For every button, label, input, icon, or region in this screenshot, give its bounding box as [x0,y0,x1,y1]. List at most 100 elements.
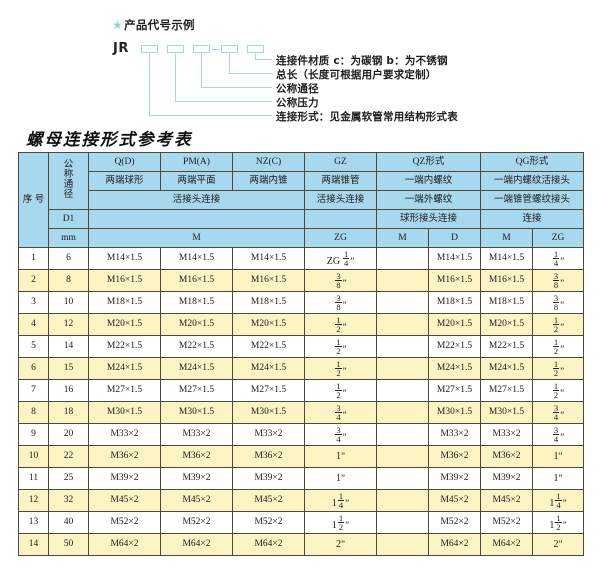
cell-qg-m: M30×1.5 [480,401,534,424]
cell-nz-thread: M39×2 [232,467,305,490]
cell-qg-m: M14×1.5 [480,247,534,270]
cell-serial: 10 [18,445,49,468]
cell-qd-thread: M27×1.5 [88,379,161,402]
code-separator-dash [212,49,219,50]
header-row-d1: D1 球形接头连接 连接 [19,209,585,229]
header-row-codes: 序 号 公 称 通 径 Q(D) PM(A) NZ(C) GZ QZ形式 QG形… [18,152,585,248]
cell-qg-zg: 1 4” [532,247,585,270]
table-row: 10 22 M36×2 M36×2 M36×2 1” M36×2 M36×2 1” [18,445,585,468]
cell-pm-thread: M18×1.5 [160,291,233,314]
table-row: 4 12 M20×1.5 M20×1.5 M20×1.5 1 2” M20×1.5 M20×1.… [18,313,585,336]
cell-qg-m: M24×1.5 [480,357,534,380]
header-connection-qg: 一端锥管螺纹接头 [480,190,585,210]
cell-qz-m [376,269,429,292]
header-form-qg: 一端内螺纹活接头 [480,171,585,191]
cell-qz-m [376,401,429,424]
header-sub-qg-zg: ZG [532,228,585,248]
cell-gz-size: 2” [304,533,377,556]
cell-qz-m [376,357,429,380]
star-icon: ★ [112,18,124,32]
cell-gz-size: 3 8” [304,291,377,314]
cell-serial: 14 [18,533,49,556]
code-example-heading: ★产品代号示例 [112,17,195,33]
cell-qg-zg: 1 2” [532,379,585,402]
cell-serial: 2 [18,269,49,292]
cell-qz-m [376,291,429,314]
cell-qd-thread: M33×2 [88,423,161,446]
table-header: 序 号 公 称 通 径 Q(D) PM(A) NZ(C) GZ QZ形式 QG形… [18,152,585,248]
code-box-2 [167,45,184,53]
cell-qz-m [376,379,429,402]
product-code-diagram: ★产品代号示例 JR 连接件材质 c：为碳钢 b：为不锈钢 总长（长度可根据用户… [0,0,600,128]
annotation-nominal-bore: 公称通径 [276,83,319,95]
header-form-qz: 一端内螺纹 [375,171,482,191]
cell-qz-d: M18×1.5 [427,291,482,314]
header-sub-m-merged: M [88,228,305,248]
cell-qz-m [376,489,429,512]
cell-qz-m [376,511,429,534]
header-group-code-gz: GZ [304,152,377,172]
header-dn-char-4: 径 [63,189,74,200]
header-connection2-qg: 连接 [480,209,585,229]
cell-qz-d: M16×1.5 [427,269,482,292]
cell-nz-thread: M16×1.5 [232,269,305,292]
table-row: 9 20 M33×2 M33×2 M33×2 3 4” M33×2 M33×2 3 4” [18,423,585,446]
cell-qz-d: M33×2 [427,423,482,446]
table-title: 螺母连接形式参考表 [26,130,193,149]
cell-qd-thread: M45×2 [88,489,161,512]
cell-gz-size: 3 4” [304,401,377,424]
cell-nominal-diameter: 25 [48,467,89,490]
cell-nz-thread: M20×1.5 [232,313,305,336]
table-row: 7 16 M27×1.5 M27×1.5 M27×1.5 1 2” M27×1.5 M27×1.… [18,379,585,402]
cell-qd-thread: M52×2 [88,511,161,534]
header-connection-merged: 活接头连接 [88,190,305,210]
table-body: 1 6 M14×1.5 M14×1.5 M14×1.5 ZG 1 4” M14×1.5 M14×… [18,247,585,556]
cell-qd-thread: M20×1.5 [88,313,161,336]
cell-nominal-diameter: 18 [48,401,89,424]
cell-qd-thread: M64×2 [88,533,161,556]
cell-nz-thread: M33×2 [232,423,305,446]
cell-serial: 12 [18,489,49,512]
cell-nominal-diameter: 32 [48,489,89,512]
cell-qg-m: M16×1.5 [480,269,534,292]
cell-pm-thread: M22×1.5 [160,335,233,358]
cell-gz-size: 1” [304,467,377,490]
cell-pm-thread: M36×2 [160,445,233,468]
cell-serial: 3 [18,291,49,314]
cell-nz-thread: M30×1.5 [232,401,305,424]
cell-pm-thread: M52×2 [160,511,233,534]
table-row: 11 25 M39×2 M39×2 M39×2 1” M39×2 M39×2 1” [18,467,585,490]
cell-qg-zg: 2” [532,533,585,556]
cell-nz-thread: M22×1.5 [232,335,305,358]
cell-nominal-diameter: 14 [48,335,89,358]
cell-nominal-diameter: 22 [48,445,89,468]
cell-pm-thread: M24×1.5 [160,357,233,380]
header-row-units: mm M ZG M D M ZG [19,228,585,248]
cell-serial: 6 [18,357,49,380]
table-row: 6 15 M24×1.5 M24×1.5 M24×1.5 1 2” M24×1.5 M24×1.… [18,357,585,380]
header-blank-left [88,209,305,229]
cell-qz-d: M30×1.5 [427,401,482,424]
cell-qz-d: M64×2 [427,533,482,556]
cell-nominal-diameter: 40 [48,511,89,534]
cell-serial: 11 [18,467,49,490]
cell-qg-zg: 1” [532,445,585,468]
header-group-code-pm: PM(A) [160,152,233,172]
cell-pm-thread: M45×2 [160,489,233,512]
code-box-4 [221,45,238,53]
cell-nz-thread: M27×1.5 [232,379,305,402]
cell-qg-zg: 3 4” [532,423,585,446]
cell-gz-size: 3 4” [304,423,377,446]
header-connection-gz: 活接头连接 [304,190,377,210]
cell-qz-m [376,533,429,556]
cell-qz-d: M20×1.5 [427,313,482,336]
cell-qd-thread: M18×1.5 [88,291,161,314]
code-example-heading-text: 产品代号示例 [124,18,195,32]
header-form-pm: 两端平面 [160,171,233,191]
cell-qz-m [376,467,429,490]
table-row: 8 18 M30×1.5 M30×1.5 M30×1.5 3 4” M30×1.5 M30×1.… [18,401,585,424]
cell-gz-size: 1 2” [304,379,377,402]
header-sub-gz-zg: ZG [304,228,377,248]
cell-pm-thread: M30×1.5 [160,401,233,424]
table-row: 13 40 M52×2 M52×2 M52×2 1 1 2” M52×2 M52×2 1 1 2” [18,511,585,534]
